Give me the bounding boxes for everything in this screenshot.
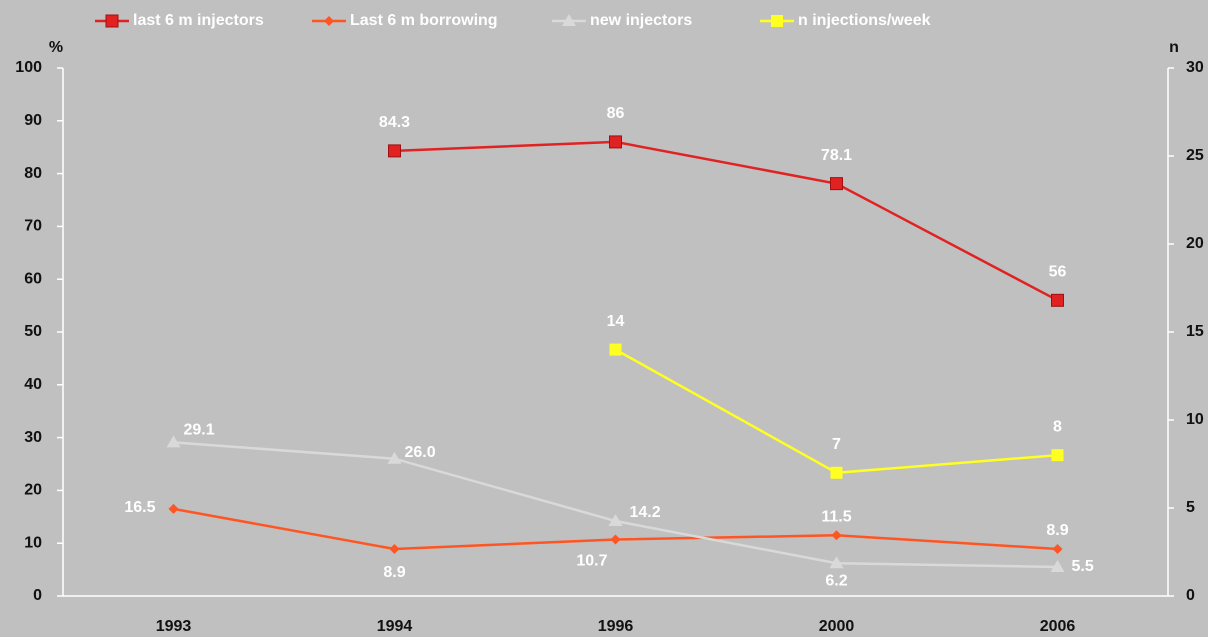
data-point	[830, 177, 843, 191]
data-point	[389, 544, 400, 555]
y-tick-label: 30	[24, 429, 42, 446]
x-tick-label: 1996	[598, 618, 634, 635]
legend-marker	[105, 14, 119, 28]
data-point	[388, 144, 401, 158]
data-point	[829, 556, 844, 569]
data-label: 26.0	[405, 444, 436, 461]
y2-tick-label: 15	[1186, 323, 1204, 340]
y-tick-label: 10	[24, 534, 42, 551]
y-tick-label: 50	[24, 323, 42, 340]
data-label: 78.1	[821, 147, 852, 164]
x-tick-label: 2000	[819, 618, 855, 635]
data-label: 86	[607, 105, 625, 122]
y-tick-label: 20	[24, 482, 42, 499]
data-label: 8.9	[1046, 522, 1068, 539]
series-line	[173, 441, 1058, 569]
data-point	[831, 530, 842, 541]
legend-marker	[324, 16, 334, 26]
y2-tick-label: 25	[1186, 147, 1204, 164]
x-tick-label: 1993	[156, 618, 192, 635]
data-point	[610, 534, 621, 545]
data-point	[387, 451, 402, 464]
legend-label: new injectors	[590, 12, 692, 29]
data-point	[1052, 544, 1063, 555]
series-line	[614, 348, 1058, 475]
data-point	[166, 435, 181, 448]
x-tick-label: 2006	[1040, 618, 1076, 635]
data-point	[168, 503, 179, 514]
data-point	[830, 466, 843, 479]
legend-label: n injections/week	[798, 12, 931, 29]
data-point	[1050, 559, 1065, 572]
data-label: 10.7	[576, 553, 607, 570]
legend-marker	[771, 15, 783, 27]
y-axis-label: %	[49, 39, 63, 56]
data-label: 7	[832, 436, 841, 453]
data-label: 84.3	[379, 114, 410, 131]
y2-tick-label: 0	[1186, 587, 1195, 604]
data-label: 56	[1049, 264, 1067, 281]
legend-marker	[562, 14, 576, 26]
y2-tick-label: 5	[1186, 499, 1195, 516]
y2-tick-label: 10	[1186, 411, 1204, 428]
data-label: 11.5	[821, 508, 851, 525]
y-tick-label: 90	[24, 112, 42, 129]
y-tick-label: 80	[24, 165, 42, 182]
data-label: 8.9	[383, 564, 405, 581]
x-tick-label: 1994	[377, 618, 413, 635]
data-label: 14.2	[630, 504, 661, 521]
data-label: 29.1	[184, 422, 215, 439]
data-point	[609, 135, 622, 149]
y2-tick-label: 20	[1186, 235, 1204, 252]
y-tick-label: 100	[15, 59, 42, 76]
legend-label: last 6 m injectors	[133, 12, 264, 29]
data-label: 16.5	[124, 499, 155, 516]
data-point	[1051, 449, 1064, 462]
y-tick-label: 60	[24, 270, 42, 287]
y2-tick-label: 30	[1186, 59, 1204, 76]
data-point	[608, 514, 623, 527]
y2-axis-label: n	[1169, 39, 1179, 56]
data-label: 8	[1053, 418, 1062, 435]
data-point	[1051, 293, 1064, 307]
legend-label: Last 6 m borrowing	[350, 12, 498, 29]
data-point	[609, 343, 622, 356]
y-tick-label: 0	[33, 587, 42, 604]
y-tick-label: 70	[24, 218, 42, 235]
series-line	[394, 140, 1059, 302]
y-tick-label: 40	[24, 376, 42, 393]
data-label: 14	[607, 313, 625, 330]
data-label: 6.2	[825, 572, 847, 589]
data-label: 5.5	[1072, 558, 1094, 575]
